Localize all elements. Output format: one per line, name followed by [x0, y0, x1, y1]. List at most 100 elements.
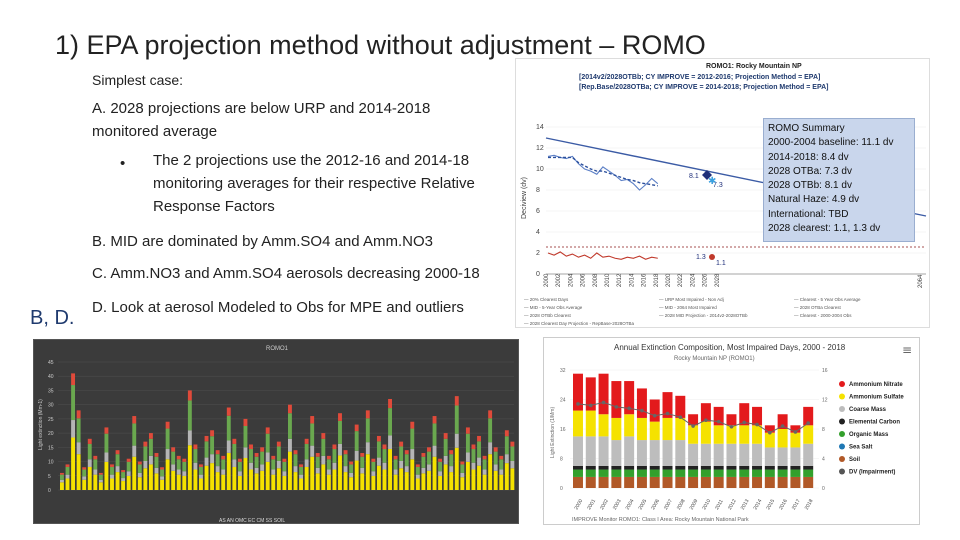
chart-a-ytick-label: 0: [536, 271, 540, 278]
chart-c-bar-segment: [713, 406, 724, 426]
chart-b-bar-segment: [87, 459, 92, 467]
chart-c-bar-segment: [611, 476, 622, 488]
chart-b-bar-segment: [243, 458, 248, 490]
chart-b-bar-segment: [254, 473, 259, 490]
chart-b-bar-segment: [510, 446, 515, 461]
chart-b-bar-segment: [104, 433, 109, 453]
chart-menu-icon[interactable]: ≡: [902, 343, 912, 357]
chart-b-bar-segment: [371, 475, 376, 490]
chart-b-bar-segment: [210, 430, 215, 437]
chart-b-bar-segment: [82, 479, 87, 490]
chart-b-bar-segment: [349, 464, 354, 473]
chart-b-bar-segment: [132, 456, 137, 490]
chart-a-xtick-label: 2008: [593, 273, 599, 287]
chart-a-xtick-label: 2014: [629, 273, 635, 287]
chart-c-bar-segment: [713, 476, 724, 488]
legend-label: Soil: [849, 457, 860, 463]
chart-b-bar-segment: [488, 442, 493, 455]
chart-b-bar-segment: [488, 410, 493, 419]
chart-c-bar-segment: [675, 440, 686, 466]
summary-line: 2028 clearest: 1.1, 1.3 dv: [768, 223, 881, 235]
chart-a-legend-entry: — MID - 2064 Most Impaired: [659, 305, 717, 310]
legend-label: Organic Mass: [849, 432, 889, 438]
chart-b-bar-segment: [232, 438, 237, 444]
chart-c-bar-segment: [726, 465, 737, 470]
legend-label: DV (Impairment): [849, 470, 895, 476]
chart-b-bar-segment: [221, 474, 226, 490]
chart-c-bar-segment: [598, 469, 609, 477]
bullet-a: A. 2028 projections are below URP and 20…: [92, 100, 431, 140]
chart-b-bar-segment: [460, 461, 465, 465]
chart-b-bar-segment: [438, 475, 443, 490]
chart-b-bar-segment: [165, 421, 170, 429]
chart-c-bar-segment: [598, 465, 609, 470]
chart-c-ytick-left: 16: [560, 427, 566, 433]
chart-c-bar-segment: [585, 436, 596, 466]
chart-b-bar-segment: [276, 441, 281, 447]
chart-b-bar-segment: [237, 471, 242, 476]
chart-c-bar-segment: [649, 440, 660, 466]
dv-point: [780, 424, 785, 428]
chart-b-bar-segment: [115, 450, 120, 455]
chart-c-panel: Annual Extinction Composition, Most Impa…: [543, 337, 920, 525]
chart-b-bar-segment: [82, 476, 87, 480]
chart-b-bar-segment: [265, 452, 270, 462]
chart-b-bar-segment: [393, 469, 398, 475]
chart-b-bar-segment: [404, 450, 409, 455]
chart-b-bar-segment: [299, 478, 304, 490]
chart-b-bar-segment: [271, 469, 276, 475]
summary-line: 2028 OTBa: 7.3 dv: [768, 165, 852, 177]
chart-c-bar-segment: [752, 443, 763, 466]
mid-observed-line: [547, 154, 659, 191]
chart-a-legend-entry: — 2028 OTBb Clearest: [524, 313, 572, 318]
chart-b-bar-segment: [126, 458, 131, 462]
chart-c-ytick-right: 8: [822, 427, 825, 433]
dv-point: [614, 405, 619, 409]
chart-b-ytick-label: 0: [48, 488, 51, 494]
chart-c-xtick-label: 2012: [727, 498, 738, 511]
chart-b-bar-segment: [504, 436, 509, 455]
chart-b-bar-segment: [315, 456, 320, 468]
chart-b-bar-segment: [148, 438, 153, 456]
chart-c-bar-segment: [790, 447, 801, 466]
chart-b-ytick-label: 15: [48, 445, 54, 451]
chart-b-bar-segment: [438, 461, 443, 472]
chart-b-bar-segment: [493, 464, 498, 471]
chart-c-xtick-label: 2004: [625, 498, 636, 511]
chart-b-bar-segment: [299, 474, 304, 479]
chart-a-legend-entry: — URP Most Impaired - Non Adj: [659, 297, 724, 302]
chart-b-bar-segment: [82, 469, 87, 477]
legend-swatch: [839, 468, 845, 475]
chart-b-bar-segment: [98, 472, 103, 475]
chart-a-ytick-label: 10: [536, 166, 544, 173]
chart-b-bar-segment: [371, 471, 376, 476]
chart-b-bar-segment: [71, 437, 76, 490]
chart-c-bar-segment: [752, 476, 763, 488]
chart-b-bar-segment: [449, 466, 454, 473]
chart-c-bar-segment: [803, 469, 814, 477]
chart-b-bar-segment: [310, 423, 315, 446]
chart-b-bar-segment: [310, 456, 315, 490]
chart-b-bar-segment: [427, 464, 431, 471]
chart-c-bar-segment: [700, 465, 711, 470]
chart-b-bar-segment: [182, 475, 187, 490]
chart-b-bar-segment: [504, 430, 509, 437]
chart-b-bar-segment: [404, 466, 409, 473]
chart-b-bar-segment: [260, 470, 265, 490]
chart-b-bar-segment: [382, 444, 387, 450]
chart-c-bar-segment: [752, 469, 763, 477]
chart-b-bar-segment: [199, 464, 203, 467]
chart-b-bar-segment: [404, 472, 409, 490]
chart-c-ytick-left: 8: [560, 457, 563, 463]
chart-c-footer: IMPROVE Monitor ROMO1: Class I Area: Roc…: [572, 517, 749, 523]
summary-line: Natural Haze: 4.9 dv: [768, 194, 860, 206]
chart-b-legend: AS AN OMC EC CM SS SOIL: [219, 518, 285, 524]
chart-b-bar-segment: [182, 458, 187, 462]
chart-c-xtick-label: 2013: [740, 498, 751, 511]
chart-b-bar-segment: [137, 477, 142, 490]
chart-b-bar-segment: [232, 443, 237, 460]
chart-b-bar-segment: [288, 413, 292, 439]
chart-b-bar-segment: [126, 471, 131, 476]
chart-c-bar-segment: [624, 469, 635, 477]
chart-c-bar-segment: [803, 406, 814, 426]
